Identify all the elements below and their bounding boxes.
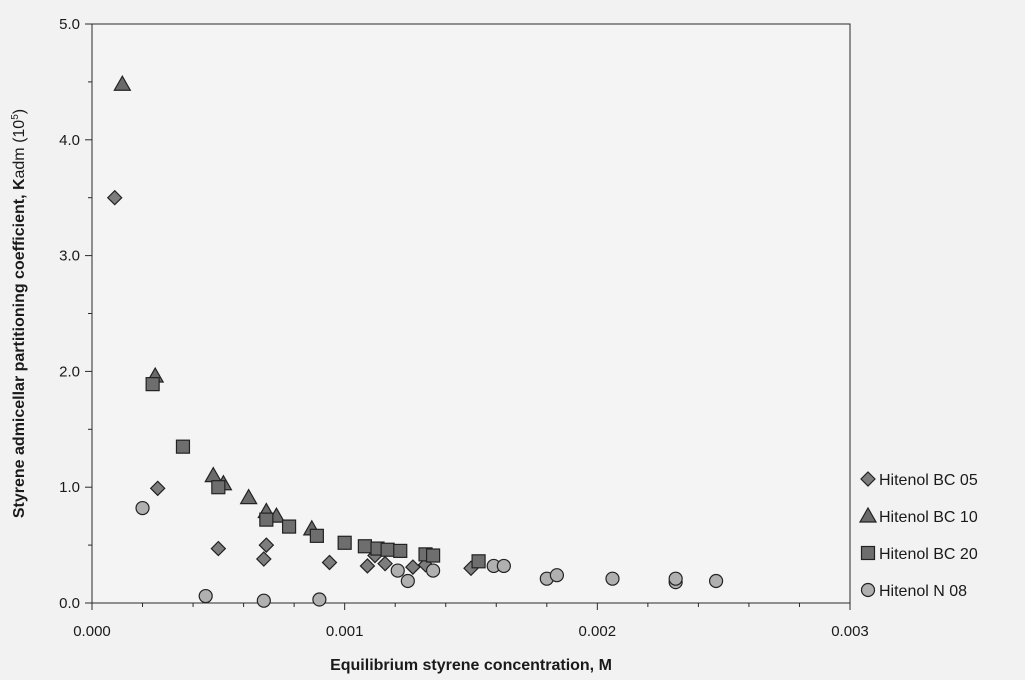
- legend-triangle-icon: [858, 506, 878, 523]
- circle-data-point: [426, 563, 441, 578]
- circle-data-point: [605, 571, 620, 586]
- series-hitenol-bc-05: [106, 189, 479, 577]
- diamond-data-point: [106, 189, 123, 206]
- y-axis-title-main: Styrene admicellar partitioning coeffici…: [11, 178, 28, 518]
- square-data-point: [357, 539, 372, 554]
- diamond-data-point: [149, 480, 166, 497]
- x-tick-label: 0.001: [326, 623, 364, 640]
- circle-data-point: [312, 592, 327, 607]
- square-data-point: [337, 535, 352, 550]
- legend-label: Hitenol N 08: [879, 583, 967, 600]
- circle-data-point: [390, 563, 405, 578]
- x-axis-title: Equilibrium styrene concentration, M: [330, 657, 612, 674]
- circle-data-point: [135, 500, 150, 516]
- square-data-point: [309, 528, 324, 543]
- square-data-point: [393, 543, 408, 558]
- circle-data-point: [256, 593, 271, 608]
- y-tick-label: 3.0: [59, 248, 80, 265]
- circle-data-point: [198, 588, 213, 604]
- legend-diamond-icon: [860, 471, 876, 487]
- y-axis-title: Styrene admicellar partitioning coeffici…: [10, 109, 28, 518]
- x-tick-label: 0.003: [831, 623, 869, 640]
- square-data-point: [259, 512, 274, 527]
- legend-label: Hitenol BC 10: [879, 509, 978, 526]
- y-tick-label: 5.0: [59, 16, 80, 33]
- square-data-point: [145, 377, 160, 392]
- circle-data-point: [549, 568, 565, 583]
- square-data-point: [380, 542, 395, 557]
- diamond-data-point: [405, 559, 421, 575]
- triangle-data-point: [239, 488, 258, 505]
- y-axis-title-unit: (10: [11, 120, 28, 148]
- circle-data-point: [400, 573, 415, 589]
- diamond-data-point: [210, 540, 227, 557]
- y-tick-label: 1.0: [59, 479, 80, 496]
- square-data-point: [281, 519, 297, 534]
- y-axis-title-sup: 5: [10, 114, 21, 120]
- circle-data-point: [668, 571, 683, 586]
- y-tick-label: 0.0: [59, 595, 80, 612]
- series-hitenol-bc-20: [145, 377, 486, 569]
- diamond-data-point: [359, 558, 376, 574]
- legend: Hitenol BC 05 Hitenol BC 10 Hitenol BC 20 H…: [858, 471, 978, 600]
- legend-circle-icon: [860, 582, 876, 598]
- square-data-point: [426, 548, 441, 563]
- diamond-data-point: [255, 551, 272, 567]
- series-hitenol-n-08: [135, 500, 724, 608]
- y-axis-title-close: ): [11, 109, 28, 114]
- diamond-data-point: [321, 554, 338, 571]
- x-tick-label: 0.002: [579, 623, 617, 640]
- square-data-point: [211, 480, 226, 495]
- square-data-point: [471, 554, 486, 569]
- diamond-data-point: [377, 555, 393, 572]
- y-tick-label: 4.0: [59, 132, 80, 149]
- legend-square-icon: [860, 545, 876, 561]
- plot-area: [91, 23, 851, 604]
- legend-label: Hitenol BC 05: [879, 472, 978, 489]
- legend-label: Hitenol BC 20: [879, 546, 978, 563]
- y-tick-label: 2.0: [59, 363, 80, 380]
- square-data-point: [175, 439, 191, 454]
- diamond-data-point: [258, 537, 275, 553]
- x-tick-label: 0.000: [73, 623, 111, 640]
- circle-data-point: [708, 573, 724, 589]
- y-axis-title-sub: adm: [11, 147, 28, 178]
- triangle-data-point: [113, 75, 132, 91]
- circle-data-point: [496, 558, 511, 574]
